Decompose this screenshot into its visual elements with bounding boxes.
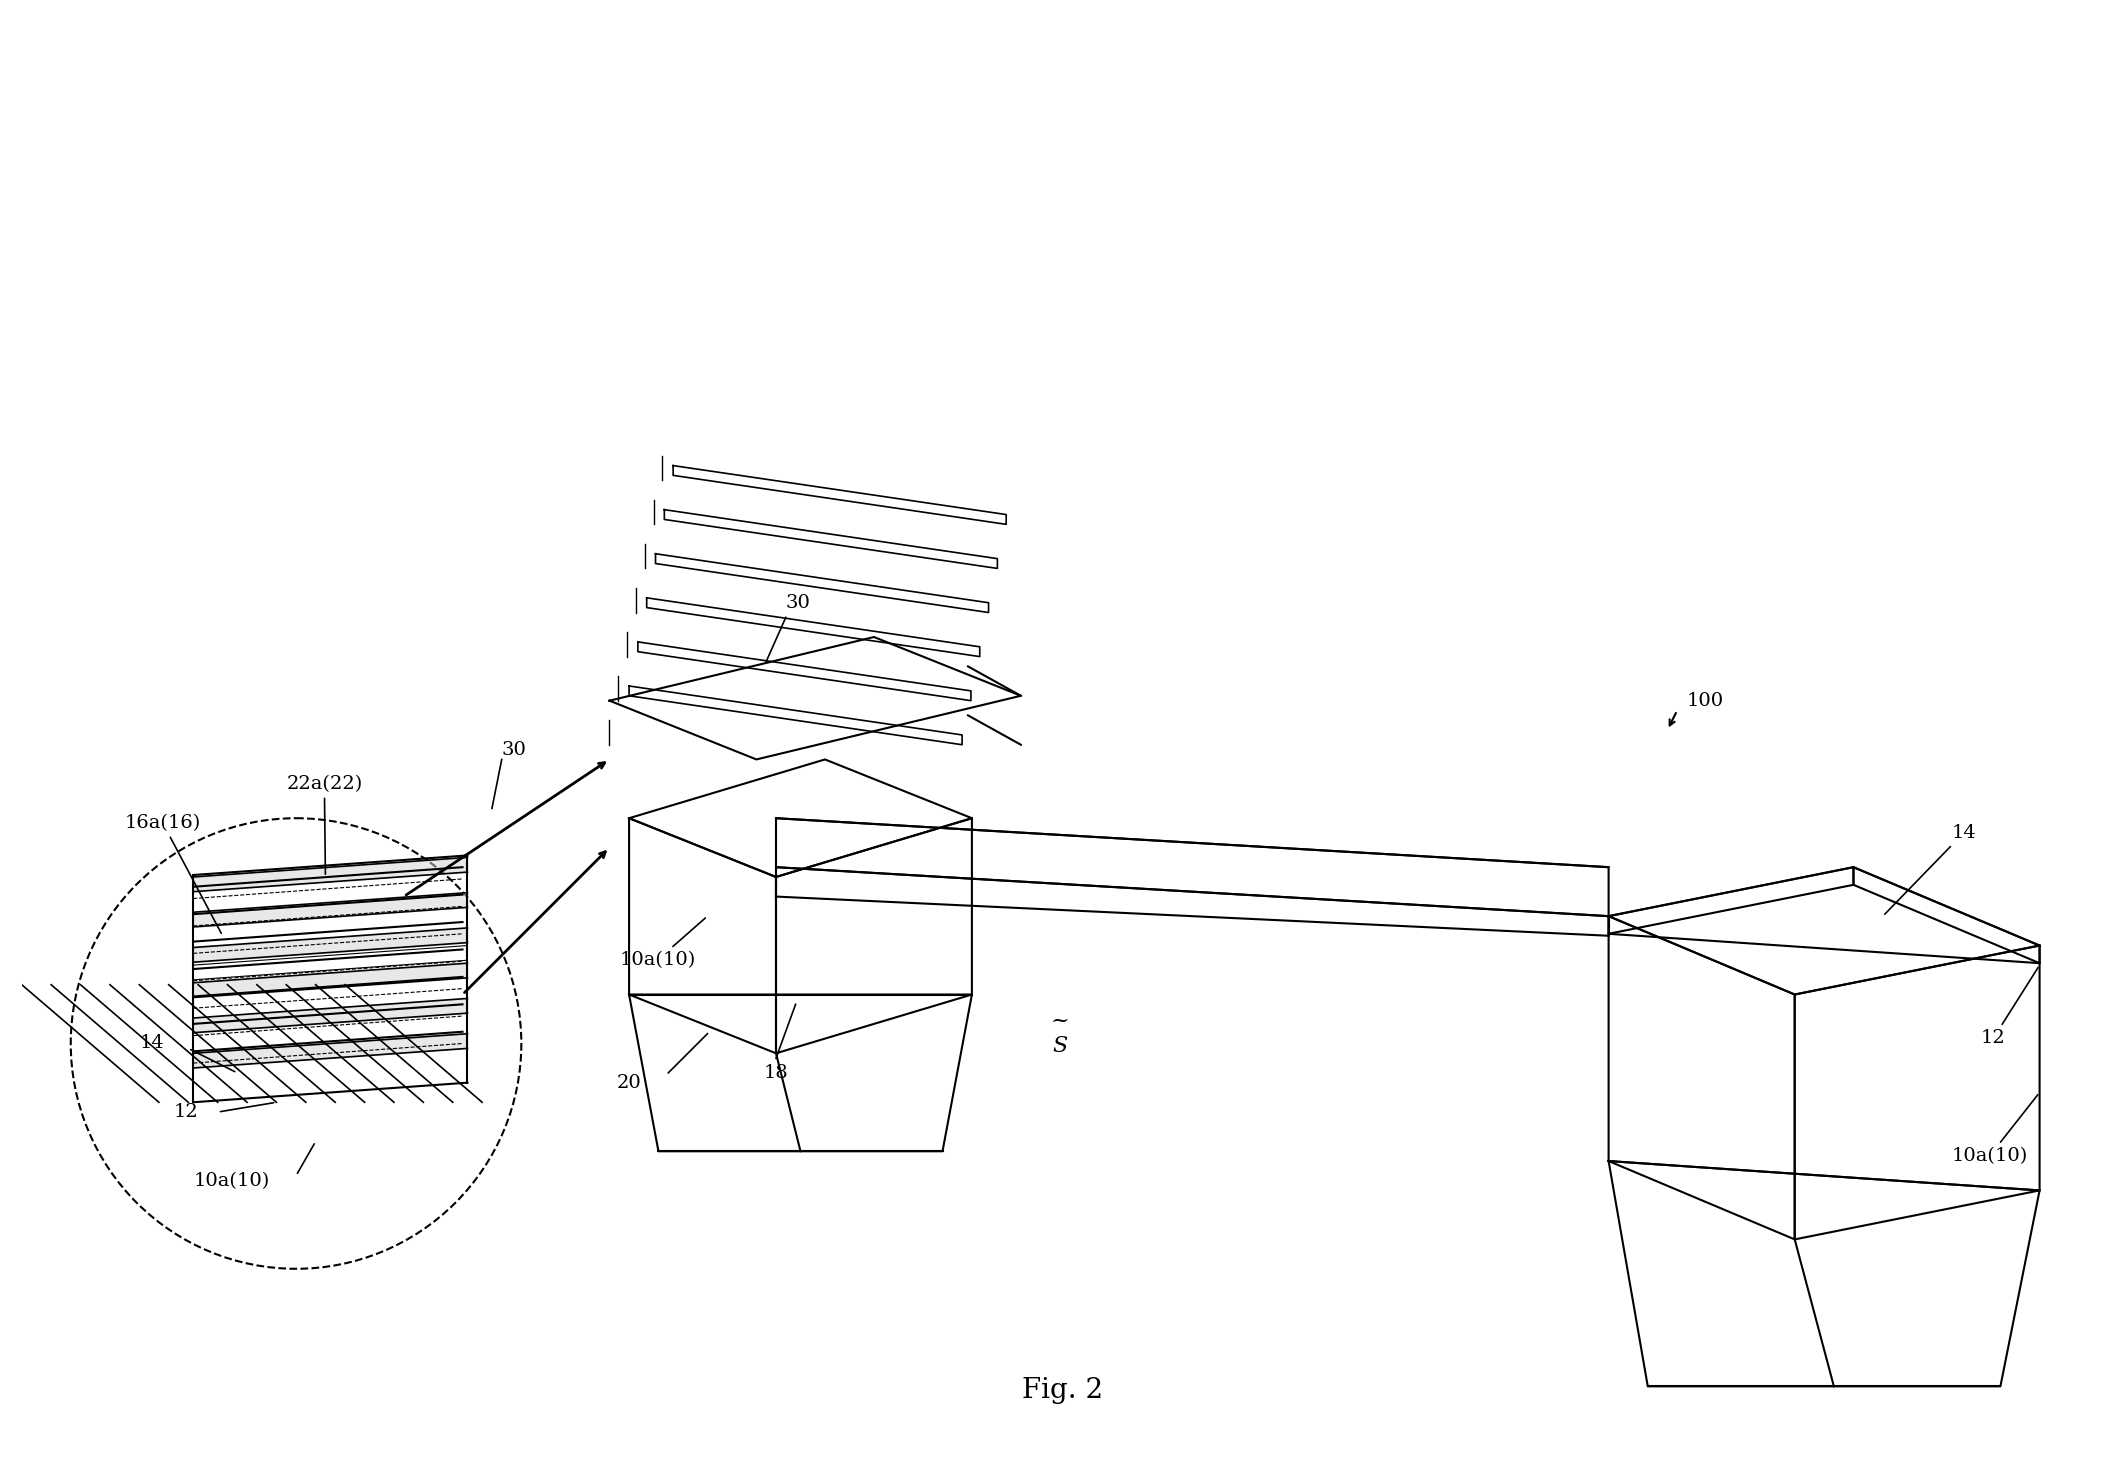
Text: 22a(22): 22a(22) bbox=[287, 775, 364, 875]
Text: 10a(10): 10a(10) bbox=[193, 1172, 270, 1190]
Text: 12: 12 bbox=[174, 1103, 198, 1121]
Text: 18: 18 bbox=[763, 1064, 789, 1081]
Text: 16a(16): 16a(16) bbox=[125, 815, 221, 933]
Text: 12: 12 bbox=[1981, 967, 2039, 1047]
Text: 14: 14 bbox=[140, 1034, 164, 1052]
Text: 10a(10): 10a(10) bbox=[1952, 1094, 2039, 1165]
Text: 20: 20 bbox=[617, 1074, 642, 1091]
Text: 30: 30 bbox=[502, 741, 527, 759]
Text: Fig. 2: Fig. 2 bbox=[1023, 1377, 1103, 1403]
Text: ~
S: ~ S bbox=[1050, 1009, 1069, 1058]
Text: 10a(10): 10a(10) bbox=[619, 919, 706, 970]
Text: 30: 30 bbox=[787, 593, 810, 612]
Text: 14: 14 bbox=[1886, 823, 1977, 914]
Text: 100: 100 bbox=[1686, 691, 1724, 709]
